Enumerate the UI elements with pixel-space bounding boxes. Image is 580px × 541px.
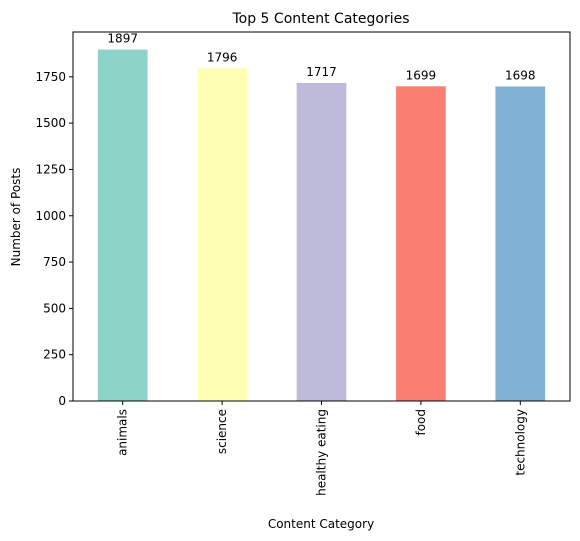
data-label: 1698 <box>505 68 536 82</box>
x-tick-label: science <box>215 409 229 454</box>
y-tick-label: 750 <box>43 255 66 269</box>
x-tick-label: animals <box>116 409 130 456</box>
bar-technology <box>495 86 546 401</box>
y-tick-label: 0 <box>58 394 66 408</box>
bar-healthy-eating <box>296 82 347 402</box>
bar-science <box>197 68 247 402</box>
x-axis-label: Content Category <box>268 517 374 531</box>
y-tick-label: 1750 <box>35 70 66 84</box>
y-tick-label: 1500 <box>35 116 66 130</box>
y-tick-label: 1250 <box>35 162 66 176</box>
y-axis-label: Number of Posts <box>9 168 23 267</box>
y-tick-label: 500 <box>43 301 66 315</box>
bar-animals <box>97 49 148 401</box>
x-tick-label: food <box>414 409 428 436</box>
x-tick-label: healthy eating <box>315 409 329 496</box>
data-label: 1897 <box>107 32 138 46</box>
data-label: 1699 <box>406 68 437 82</box>
data-label: 1717 <box>306 65 337 79</box>
y-tick-label: 250 <box>43 348 66 362</box>
plot-area: 1897 1796 1717 1699 1698 0 250 500 750 1000 1250 15… <box>35 31 571 496</box>
chart-title: Top 5 Content Categories <box>231 11 409 27</box>
bar-food <box>396 86 446 401</box>
y-tick-label: 1000 <box>35 209 66 223</box>
x-tick-label: technology <box>513 409 527 476</box>
data-label: 1796 <box>207 50 238 64</box>
axes-frame <box>72 31 571 402</box>
